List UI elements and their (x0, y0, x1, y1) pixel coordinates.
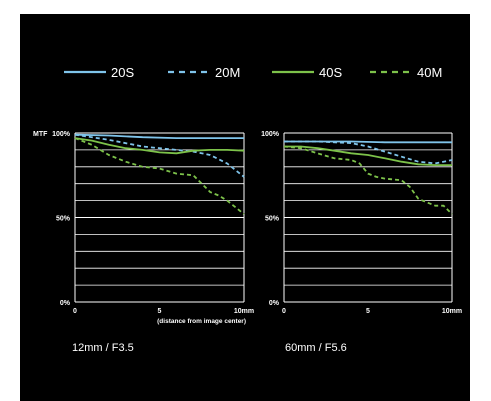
chart2-caption: 60mm / F5.6 (285, 342, 347, 354)
chart1-series-20m (74, 133, 245, 178)
chart2-ytick-label: 100% (261, 131, 280, 138)
chart2-series-20m (284, 140, 453, 165)
chart1-xtick-label: 0 (73, 308, 77, 315)
legend-label-40m: 40M (417, 65, 442, 80)
chart1-ylabel: MTF (33, 131, 48, 138)
chart1-xlabel: (distance from image center) (157, 318, 246, 325)
chart1-xtick-label: 10mm (234, 308, 254, 315)
chart1-ytick-label: 50% (56, 216, 71, 223)
chart-panel (20, 14, 470, 401)
chart2-xtick-label: 0 (282, 308, 286, 315)
chart2-ytick-label: 50% (265, 216, 280, 223)
legend-label-20s: 20S (111, 65, 134, 80)
legend-label-40s: 40S (319, 65, 342, 80)
chart1-series-40s (74, 137, 245, 155)
chart2-series-40m (283, 145, 453, 215)
chart2-xtick-label: 10mm (442, 308, 462, 315)
chart1-series-20s (74, 133, 244, 140)
chart1-caption: 12mm / F3.5 (72, 342, 134, 354)
legend-label-20m: 20M (215, 65, 240, 80)
chart2-ytick-label: 0% (269, 300, 280, 307)
chart2-xtick-label: 5 (366, 308, 370, 315)
chart1-ytick-label: 100% (52, 131, 71, 138)
chart1-xtick-label: 5 (158, 308, 162, 315)
chart2-series-40s (284, 145, 452, 167)
chart2-series-20s (284, 140, 452, 144)
chart1-ytick-label: 0% (60, 300, 71, 307)
chart1-series-40m (74, 137, 245, 215)
